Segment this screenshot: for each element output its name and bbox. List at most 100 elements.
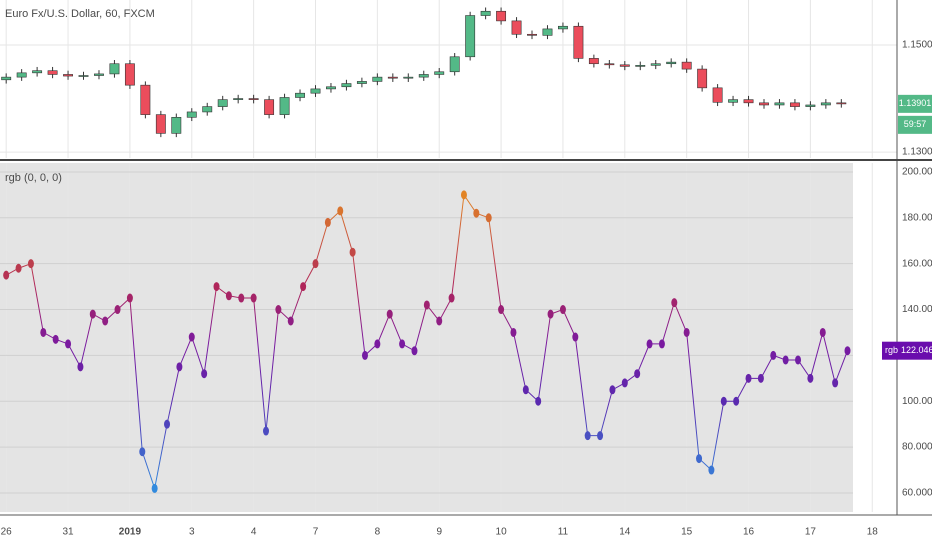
candle-body <box>16 72 27 78</box>
x-tick-label: 14 <box>619 527 631 538</box>
candle-body <box>310 88 321 94</box>
indicator-point <box>683 327 690 337</box>
indicator-background <box>0 163 853 512</box>
countdown-box <box>898 115 932 134</box>
indicator-point <box>40 327 47 337</box>
candle-body <box>449 56 460 73</box>
candle-body <box>666 61 677 65</box>
candle-body <box>511 20 522 35</box>
candle-body <box>140 84 151 115</box>
indicator-point <box>201 369 208 379</box>
indicator-point <box>361 350 368 360</box>
candle-body <box>47 70 58 75</box>
candle-body <box>186 111 197 118</box>
candle-body <box>542 28 553 36</box>
indicator-point <box>52 334 59 344</box>
indicator-point <box>399 339 406 349</box>
candle-body <box>527 33 537 36</box>
candle-body <box>418 74 429 78</box>
x-tick-label: 15 <box>681 527 693 538</box>
candle-body <box>434 71 445 75</box>
last-price-box <box>898 94 932 113</box>
indicator-point <box>213 282 220 292</box>
candle-body <box>94 73 104 76</box>
x-tick-label: 18 <box>867 527 879 538</box>
candle-body <box>820 102 831 106</box>
candle-body <box>774 102 785 106</box>
candle-body <box>341 83 352 88</box>
indicator-point <box>225 291 232 301</box>
indicator-point <box>807 373 814 383</box>
x-tick-label: 2019 <box>119 527 142 538</box>
candle-body <box>403 76 414 79</box>
candle-body <box>805 104 816 107</box>
indicator-point <box>436 316 443 326</box>
y-tick-label: 1.15000 <box>902 40 932 51</box>
indicator-point <box>473 208 480 218</box>
indicator-point <box>114 305 121 315</box>
candle-body <box>712 87 723 103</box>
candle-body <box>836 102 847 105</box>
y-tick-label: 100.0000 <box>902 396 932 407</box>
x-tick-label: 7 <box>313 527 319 538</box>
last-value-name: rgb <box>885 345 898 355</box>
indicator-point <box>634 369 641 379</box>
candle-body <box>759 102 769 106</box>
indicator-point <box>448 293 455 303</box>
indicator-point <box>374 339 381 349</box>
indicator-point <box>559 305 566 315</box>
indicator-point <box>832 378 839 388</box>
indicator-point <box>646 339 653 349</box>
indicator-title: rgb (0, 0, 0) <box>5 172 62 184</box>
candle-body <box>635 65 646 67</box>
countdown-label: 59:57 <box>904 119 927 129</box>
indicator-point <box>819 327 826 337</box>
indicator-point <box>164 419 171 429</box>
candle-body <box>465 15 476 58</box>
indicator-point <box>423 300 430 310</box>
candle-body <box>697 68 708 89</box>
indicator-point <box>745 373 752 383</box>
indicator-point <box>300 282 307 292</box>
indicator-point <box>696 454 703 464</box>
indicator-point <box>349 247 356 257</box>
x-tick-label: 11 <box>558 527 569 538</box>
indicator-point <box>15 263 22 273</box>
candle-body <box>279 97 290 115</box>
candle-body <box>650 63 661 66</box>
candle-body <box>264 99 275 115</box>
candle-body <box>171 116 182 134</box>
indicator-point <box>547 309 554 319</box>
indicator-point <box>597 431 604 441</box>
candle-body <box>78 75 89 77</box>
y-tick-label: 160.0000 <box>902 258 932 269</box>
indicator-point <box>770 350 777 360</box>
last-price-label: 1.13901 <box>899 98 932 108</box>
x-tick-label: 8 <box>375 527 381 538</box>
y-tick-label: 140.0000 <box>902 304 932 315</box>
candle-body <box>480 10 491 16</box>
y-tick-label: 80.0000 <box>902 442 932 453</box>
indicator-point <box>126 293 133 303</box>
indicator-point <box>621 378 628 388</box>
indicator-point <box>708 465 715 475</box>
indicator-point <box>65 339 72 349</box>
indicator-point <box>485 213 492 223</box>
x-tick-label: 17 <box>805 527 817 538</box>
indicator-point <box>263 426 270 436</box>
candle-body <box>681 61 692 70</box>
candle-body <box>155 114 166 134</box>
candle-body <box>387 76 398 79</box>
candle-body <box>202 106 213 113</box>
indicator-point <box>498 305 505 315</box>
last-value-label: 122.0464 <box>901 345 932 355</box>
candle-body <box>295 92 305 98</box>
indicator-point <box>188 332 195 342</box>
y-tick-label: 200.0000 <box>902 167 932 178</box>
x-tick-label: 31 <box>62 527 74 538</box>
y-tick-label: 180.0000 <box>902 212 932 223</box>
candle-body <box>326 86 336 90</box>
candle-body <box>248 98 259 100</box>
indicator-point <box>584 431 591 441</box>
